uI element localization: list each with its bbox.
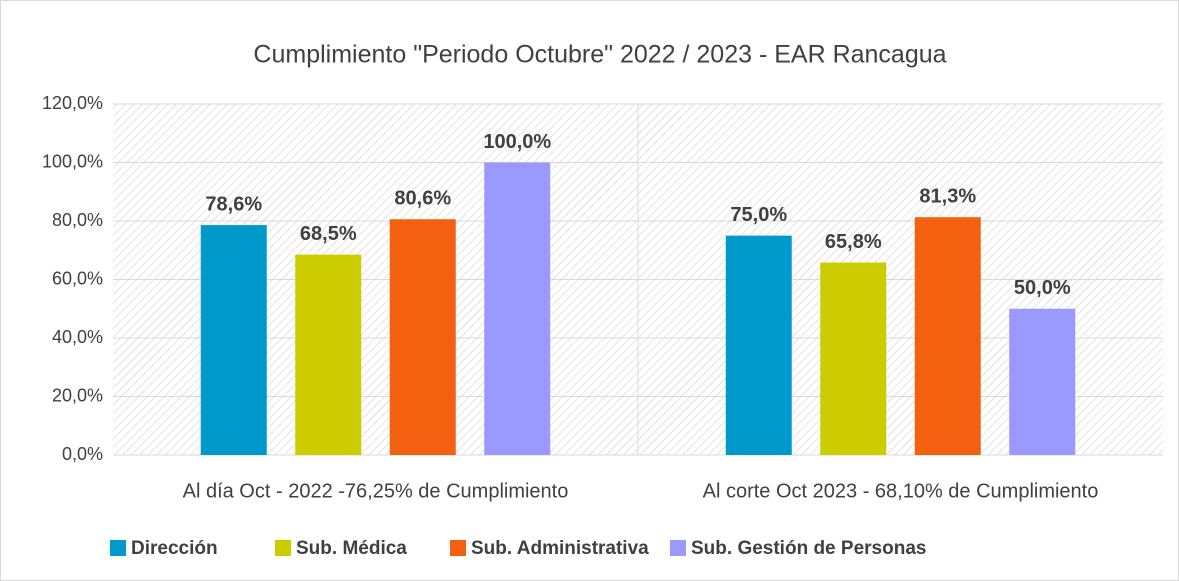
bar [200, 225, 267, 455]
y-tick-label: 40,0% [52, 327, 103, 347]
bar [914, 217, 981, 455]
y-tick-label: 60,0% [52, 268, 103, 288]
legend-swatch [275, 540, 291, 556]
data-label: 100,0% [483, 131, 551, 153]
data-label: 75,0% [730, 204, 787, 226]
bar [820, 262, 887, 455]
y-tick-label: 20,0% [52, 385, 103, 405]
data-label: 65,8% [825, 231, 882, 253]
legend-swatch [670, 540, 686, 556]
bar [484, 162, 551, 455]
chart-title: Cumplimiento "Periodo Octubre" 2022 / 20… [253, 41, 946, 69]
legend-label: Sub. Gestión de Personas [691, 538, 926, 559]
data-label: 81,3% [919, 185, 976, 207]
legend-swatch [110, 540, 126, 556]
bar [1009, 308, 1076, 455]
x-tick-label: Al día Oct - 2022 -76,25% de Cumplimient… [183, 480, 569, 502]
bar [725, 235, 792, 455]
y-tick-label: 100,0% [42, 151, 103, 171]
data-label: 80,6% [394, 188, 451, 210]
data-label: 78,6% [205, 193, 262, 215]
y-tick-label: 80,0% [52, 210, 103, 230]
legend-swatch [450, 540, 466, 556]
bar [389, 219, 456, 455]
data-label: 68,5% [300, 223, 357, 245]
y-tick-label: 120,0% [42, 93, 103, 113]
bar [295, 254, 362, 455]
x-tick-label: Al corte Oct 2023 - 68,10% de Cumplimien… [703, 480, 1099, 502]
legend-label: Sub. Médica [296, 538, 407, 559]
y-tick-label: 0,0% [62, 444, 103, 464]
legend-label: Dirección [131, 538, 218, 559]
legend-label: Sub. Administrativa [471, 538, 649, 559]
data-label: 50,0% [1014, 277, 1071, 299]
